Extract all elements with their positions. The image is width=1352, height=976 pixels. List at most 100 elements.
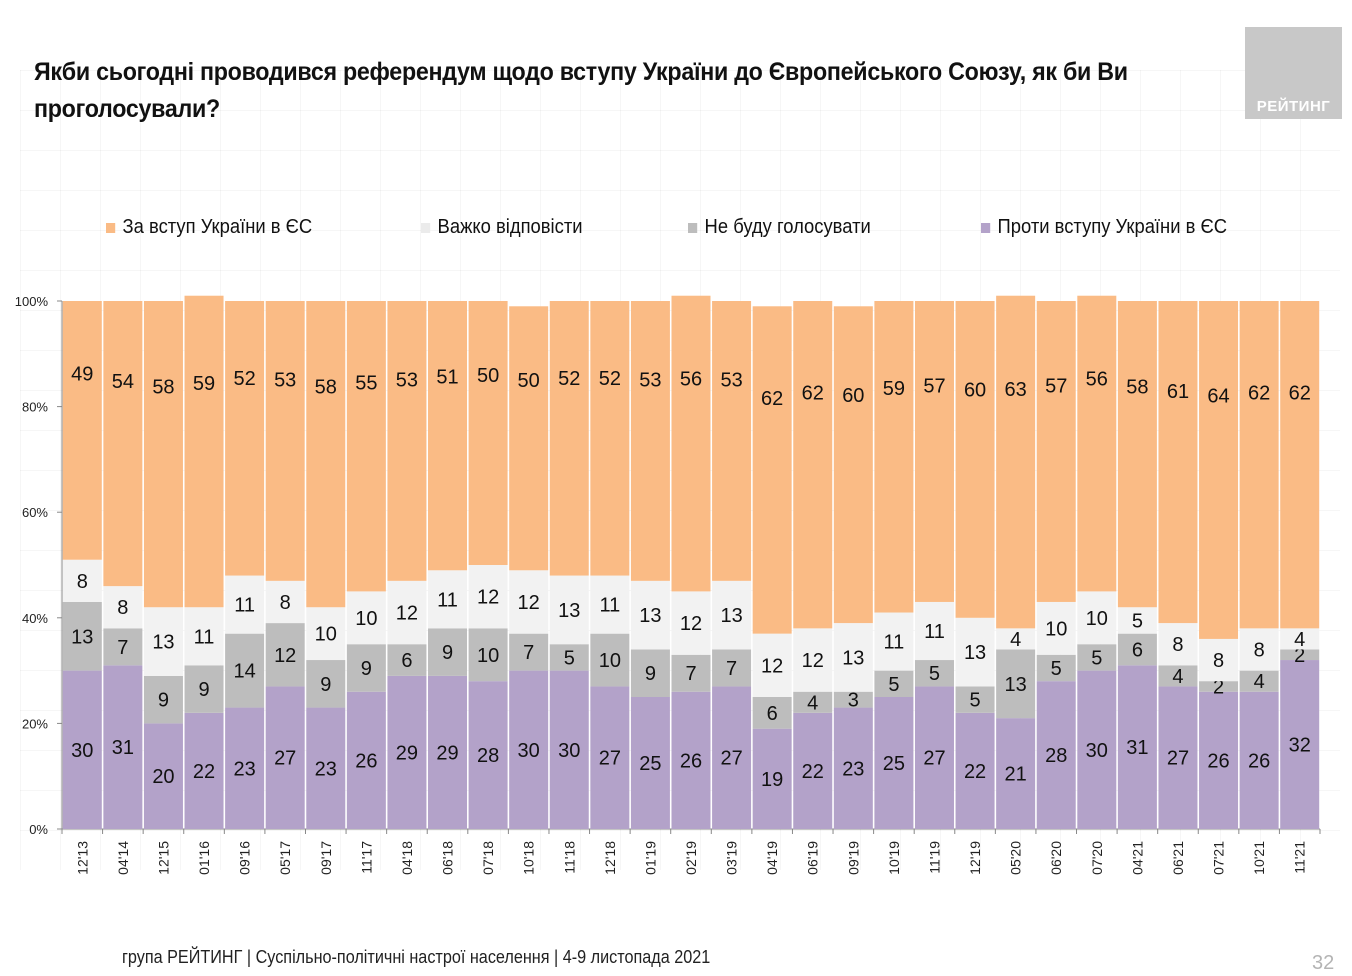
bar-segment-for (1117, 301, 1157, 608)
data-label-hard-to-say: 4 (1294, 629, 1305, 651)
legend-swatch-for (106, 222, 116, 233)
bar-segment-against (225, 707, 265, 829)
bar-segment-against (306, 707, 346, 829)
data-label-against: 20 (152, 766, 174, 788)
data-label-against: 26 (355, 750, 377, 772)
data-label-hard-to-say: 8 (1254, 639, 1265, 661)
data-label-hard-to-say: 13 (964, 642, 986, 664)
data-label-for: 59 (193, 373, 215, 395)
data-label-wont-vote: 3 (848, 690, 859, 712)
data-label-against: 23 (315, 758, 337, 780)
bar-segment-hard-to-say (549, 575, 589, 645)
bar-segment-for (874, 301, 914, 613)
bar-segment-for (1239, 301, 1279, 629)
bar-segment-hard-to-say (1239, 628, 1279, 671)
bar-segment-for (793, 301, 833, 629)
bar-segment-for (914, 301, 954, 602)
data-label-against: 29 (436, 742, 458, 764)
rating-logo: РЕЙТИНГ (1245, 27, 1342, 119)
bar-segment-against (874, 697, 914, 829)
x-tick-label: 12'18 (602, 841, 618, 875)
bar-segment-against (1077, 670, 1117, 829)
x-tick-label: 12'19 (967, 841, 983, 875)
bar-segment-wont-vote (468, 628, 508, 682)
data-label-hard-to-say: 10 (1045, 618, 1067, 640)
data-label-wont-vote: 4 (807, 692, 818, 714)
bar-segment-wont-vote (184, 665, 224, 713)
bar-segment-against (996, 718, 1036, 829)
bar-segment-against (955, 712, 995, 829)
legend-label-wont-vote: Не буду голосувати (704, 216, 871, 238)
data-label-for: 57 (1045, 375, 1067, 397)
bar-segment-against (509, 670, 549, 829)
data-label-wont-vote: 10 (599, 650, 621, 672)
logo-text: РЕЙТИНГ (1256, 98, 1331, 115)
bar-segment-hard-to-say (630, 580, 670, 650)
x-tick-label: 12'13 (74, 841, 90, 875)
bar-segment-hard-to-say (671, 591, 711, 655)
data-label-hard-to-say: 13 (152, 632, 174, 654)
bar-segment-for (265, 301, 305, 581)
data-label-hard-to-say: 12 (802, 650, 824, 672)
bar-segment-hard-to-say (1036, 601, 1076, 655)
x-tick-label: 10'18 (521, 841, 537, 875)
bar-segment-against (184, 712, 224, 829)
data-label-hard-to-say: 11 (599, 595, 620, 617)
bar-segment-wont-vote (306, 660, 346, 708)
bar-segment-hard-to-say (1117, 607, 1157, 634)
data-label-against: 27 (1167, 748, 1189, 770)
bar-segment-for (1280, 301, 1320, 629)
data-label-against: 29 (396, 742, 418, 764)
bar-segment-wont-vote (103, 628, 143, 666)
data-label-wont-vote: 7 (117, 637, 128, 659)
data-label-hard-to-say: 12 (680, 613, 702, 635)
x-tick-label: 04'14 (115, 841, 131, 875)
bar-segment-against (1117, 665, 1157, 829)
data-label-for: 52 (233, 368, 255, 390)
bar-segment-for (306, 301, 346, 608)
x-tick-label: 09'17 (318, 841, 334, 875)
bar-segment-hard-to-say (1199, 638, 1239, 682)
data-label-wont-vote: 5 (1051, 658, 1062, 680)
data-label-for: 50 (477, 365, 499, 387)
bar-segment-hard-to-say (793, 628, 833, 692)
bar-segment-wont-vote (225, 633, 265, 708)
data-label-for: 52 (599, 368, 621, 390)
data-label-for: 56 (1086, 369, 1108, 391)
data-label-for: 56 (680, 369, 702, 391)
data-label-hard-to-say: 12 (396, 603, 418, 625)
bar-segment-for (1077, 295, 1117, 592)
data-label-against: 31 (112, 737, 134, 759)
legend: За вступ України в ЄС Важко відповісти Н… (0, 216, 1352, 246)
data-label-against: 22 (802, 761, 824, 783)
bar-segment-hard-to-say (103, 586, 143, 629)
x-tick-label: 12'15 (155, 841, 171, 875)
data-label-wont-vote: 13 (71, 626, 93, 648)
x-tick-label: 10'21 (1251, 841, 1267, 875)
data-label-for: 63 (1005, 379, 1027, 401)
bar-segment-wont-vote (630, 649, 670, 697)
x-tick-label: 06'20 (1048, 841, 1064, 875)
data-label-wont-vote: 4 (1254, 671, 1265, 693)
x-tick-label: 11'21 (1292, 841, 1308, 874)
data-label-against: 31 (1126, 737, 1148, 759)
data-label-for: 58 (152, 377, 174, 399)
legend-item-hard-to-say: Важко відповісти (421, 216, 583, 239)
bar-segment-against (265, 686, 305, 829)
data-label-against: 23 (233, 758, 255, 780)
data-label-hard-to-say: 5 (1132, 610, 1143, 632)
data-label-hard-to-say: 8 (280, 592, 291, 614)
bar-segment-wont-vote (1158, 665, 1198, 687)
bar-segment-wont-vote (428, 628, 468, 676)
data-label-wont-vote: 9 (158, 690, 169, 712)
data-label-for: 62 (1248, 383, 1270, 405)
data-label-wont-vote: 9 (198, 679, 209, 701)
bar-segment-against (833, 707, 873, 829)
bar-segment-wont-vote (265, 623, 305, 687)
data-label-wont-vote: 13 (1005, 674, 1027, 696)
bar-segment-against (1239, 691, 1279, 829)
data-label-hard-to-say: 8 (117, 597, 128, 619)
bar-segment-for (62, 301, 102, 560)
data-label-hard-to-say: 13 (842, 647, 864, 669)
bar-segment-against (346, 691, 386, 829)
